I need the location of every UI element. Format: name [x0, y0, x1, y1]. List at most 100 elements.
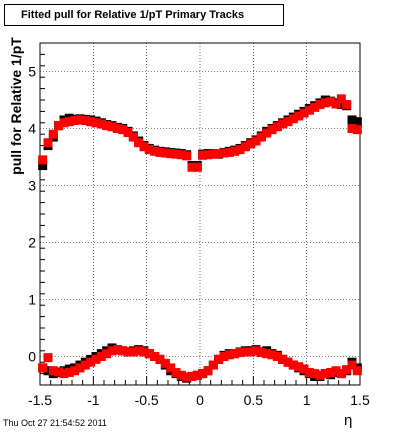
red-data-point — [38, 155, 48, 165]
y-tick-label: 5 — [28, 64, 36, 80]
red-data-point — [86, 117, 96, 127]
red-data-point — [326, 97, 336, 107]
red-data-point — [246, 139, 256, 149]
red-data-point — [176, 370, 186, 380]
red-data-point — [219, 352, 229, 361]
red-data-point — [198, 150, 208, 160]
red-data-point — [331, 99, 341, 109]
red-data-point — [166, 149, 176, 159]
red-data-point — [251, 346, 261, 356]
red-data-point — [187, 162, 197, 172]
red-data-point — [310, 102, 320, 112]
red-data-point — [54, 367, 64, 377]
red-data-point — [166, 363, 176, 373]
red-data-point — [214, 149, 224, 159]
red-data-point — [75, 115, 85, 125]
red-data-point — [342, 100, 352, 110]
y-tick-label: 4 — [28, 121, 36, 137]
red-data-point — [144, 145, 154, 155]
x-tick-label: 1.5 — [350, 392, 370, 408]
red-data-point — [176, 150, 186, 160]
grid-lines — [39, 43, 361, 385]
red-data-point — [198, 369, 208, 379]
red-data-point — [251, 136, 261, 146]
red-data-point — [187, 371, 197, 381]
x-tick-label: -0.5 — [135, 392, 159, 408]
red-data-point — [235, 348, 245, 358]
red-data-point — [155, 354, 165, 364]
red-data-point — [139, 142, 149, 152]
black-data-point — [38, 161, 48, 171]
red-data-point — [171, 367, 181, 377]
red-data-point — [96, 352, 106, 361]
red-data-point — [299, 364, 309, 374]
y-axis-label: pull for Relative 1/pT — [8, 37, 24, 175]
red-data-point — [203, 150, 213, 160]
black-data-point — [347, 115, 357, 125]
red-data-point — [59, 369, 69, 379]
red-data-point — [208, 149, 218, 159]
x-tick-label: 1 — [303, 392, 311, 408]
red-data-point — [256, 348, 266, 358]
red-data-point — [123, 347, 133, 357]
red-data-point — [283, 357, 293, 367]
red-data-point — [304, 367, 314, 377]
red-data-point — [182, 151, 192, 161]
red-data-point — [208, 360, 218, 370]
black-data-point — [352, 117, 362, 127]
red-data-point — [304, 105, 314, 115]
red-data-point — [128, 132, 138, 142]
red-data-point — [70, 116, 80, 126]
red-data-point — [331, 366, 341, 376]
red-data-point — [144, 349, 154, 359]
red-data-point — [128, 347, 138, 357]
red-data-point — [262, 128, 272, 138]
red-data-point — [299, 108, 309, 118]
red-data-point — [342, 365, 352, 375]
red-data-point — [294, 362, 304, 372]
red-data-point — [70, 366, 80, 376]
red-data-point — [230, 349, 240, 359]
red-data-point — [272, 122, 282, 132]
red-data-point — [352, 366, 362, 376]
red-data-point — [224, 147, 234, 157]
red-data-point — [294, 111, 304, 121]
red-data-point — [278, 119, 288, 129]
red-data-point — [283, 117, 293, 127]
red-data-point — [246, 347, 256, 357]
red-data-point — [262, 349, 272, 359]
red-data-point — [91, 118, 101, 128]
red-data-point — [160, 358, 170, 368]
red-data-point — [118, 125, 128, 135]
red-data-point — [59, 118, 69, 128]
red-data-point — [336, 369, 346, 379]
red-data-point — [182, 372, 192, 382]
red-data-point — [107, 122, 117, 132]
chart-title: Fitted pull for Relative 1/pT Primary Tr… — [4, 4, 284, 26]
x-tick-label: -1 — [87, 392, 100, 408]
y-tick-label: 2 — [28, 235, 36, 251]
red-data-point — [96, 119, 106, 129]
y-tick-label: 1 — [28, 292, 36, 308]
red-data-point — [192, 370, 202, 380]
red-data-point — [38, 363, 48, 373]
tick-labels: -1.5 -1 -0.5 0 0.5 1 1.5 0 1 2 3 4 5 — [28, 64, 370, 409]
red-data-point — [48, 366, 58, 376]
red-data-point — [102, 121, 112, 131]
red-data-point — [80, 116, 90, 126]
red-data-point — [288, 114, 298, 124]
red-data-point — [230, 146, 240, 156]
red-data-point — [139, 347, 149, 357]
red-data-point — [112, 124, 122, 133]
red-data-point — [203, 366, 213, 376]
red-data-point — [315, 100, 325, 110]
red-data-point — [118, 346, 128, 356]
red-data-point — [91, 354, 101, 364]
timestamp: Thu Oct 27 21:54:52 2011 — [3, 418, 107, 428]
red-data-point — [320, 369, 330, 379]
red-data-point — [160, 148, 170, 158]
y-tick-label: 3 — [28, 178, 36, 194]
red-data-point — [267, 350, 277, 360]
red-data-point — [235, 145, 245, 155]
